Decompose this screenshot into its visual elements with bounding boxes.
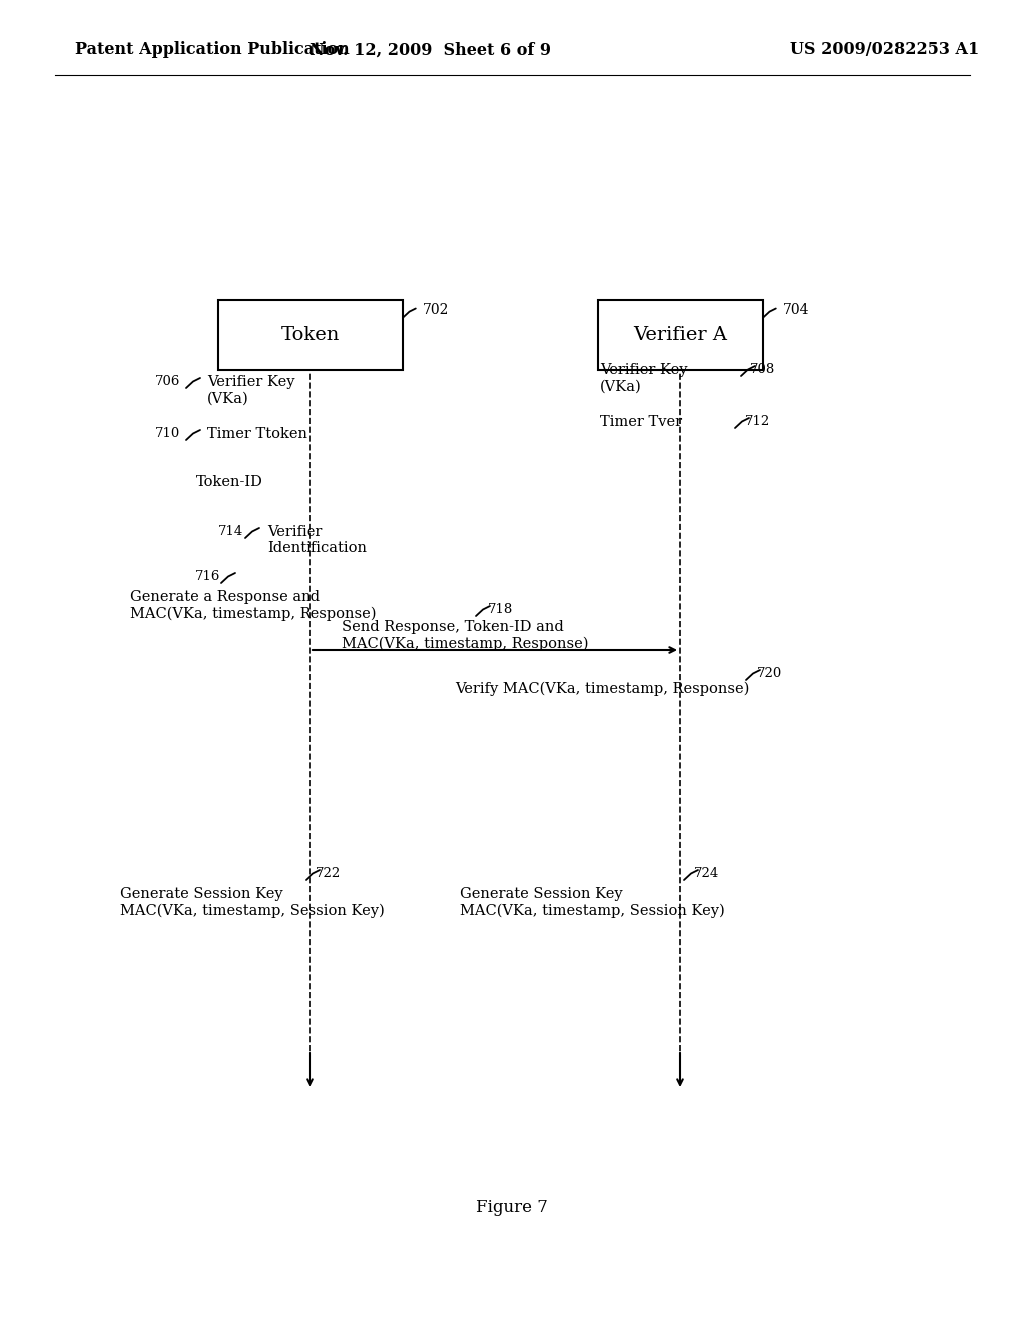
Text: US 2009/0282253 A1: US 2009/0282253 A1 [790, 41, 979, 58]
Text: Verifier
Identification: Verifier Identification [267, 525, 367, 556]
Text: Figure 7: Figure 7 [476, 1200, 548, 1217]
Text: Send Response, Token-ID and
MAC(VKa, timestamp, Response): Send Response, Token-ID and MAC(VKa, tim… [342, 620, 589, 651]
Text: 720: 720 [757, 667, 782, 680]
Text: 722: 722 [316, 867, 341, 880]
Text: Verifier A: Verifier A [633, 326, 727, 345]
Text: Generate Session Key
MAC(VKa, timestamp, Session Key): Generate Session Key MAC(VKa, timestamp,… [120, 887, 385, 917]
Text: 706: 706 [155, 375, 180, 388]
Text: 710: 710 [155, 426, 180, 440]
Text: Verifier Key
(VKa): Verifier Key (VKa) [207, 375, 295, 405]
Text: Generate Session Key
MAC(VKa, timestamp, Session Key): Generate Session Key MAC(VKa, timestamp,… [460, 887, 725, 917]
Text: Nov. 12, 2009  Sheet 6 of 9: Nov. 12, 2009 Sheet 6 of 9 [309, 41, 551, 58]
Text: Token: Token [281, 326, 340, 345]
Text: 708: 708 [750, 363, 775, 376]
Text: 724: 724 [694, 867, 719, 880]
Text: Timer Tver: Timer Tver [600, 414, 682, 429]
Text: Verify MAC(VKa, timestamp, Response): Verify MAC(VKa, timestamp, Response) [455, 682, 750, 697]
Text: 714: 714 [218, 525, 244, 539]
Text: 702: 702 [423, 304, 449, 317]
Text: 712: 712 [745, 414, 770, 428]
Text: Timer Ttoken: Timer Ttoken [207, 426, 307, 441]
Text: Patent Application Publication: Patent Application Publication [75, 41, 350, 58]
Bar [597, 300, 763, 370]
Text: 704: 704 [782, 304, 809, 317]
Text: 716: 716 [195, 570, 220, 583]
Bar [217, 300, 402, 370]
Text: Verifier Key
(VKa): Verifier Key (VKa) [600, 363, 687, 393]
Text: Token-ID: Token-ID [196, 475, 263, 488]
Text: Generate a Response and
MAC(VKa, timestamp, Response): Generate a Response and MAC(VKa, timesta… [130, 590, 377, 620]
Text: 718: 718 [488, 603, 513, 616]
